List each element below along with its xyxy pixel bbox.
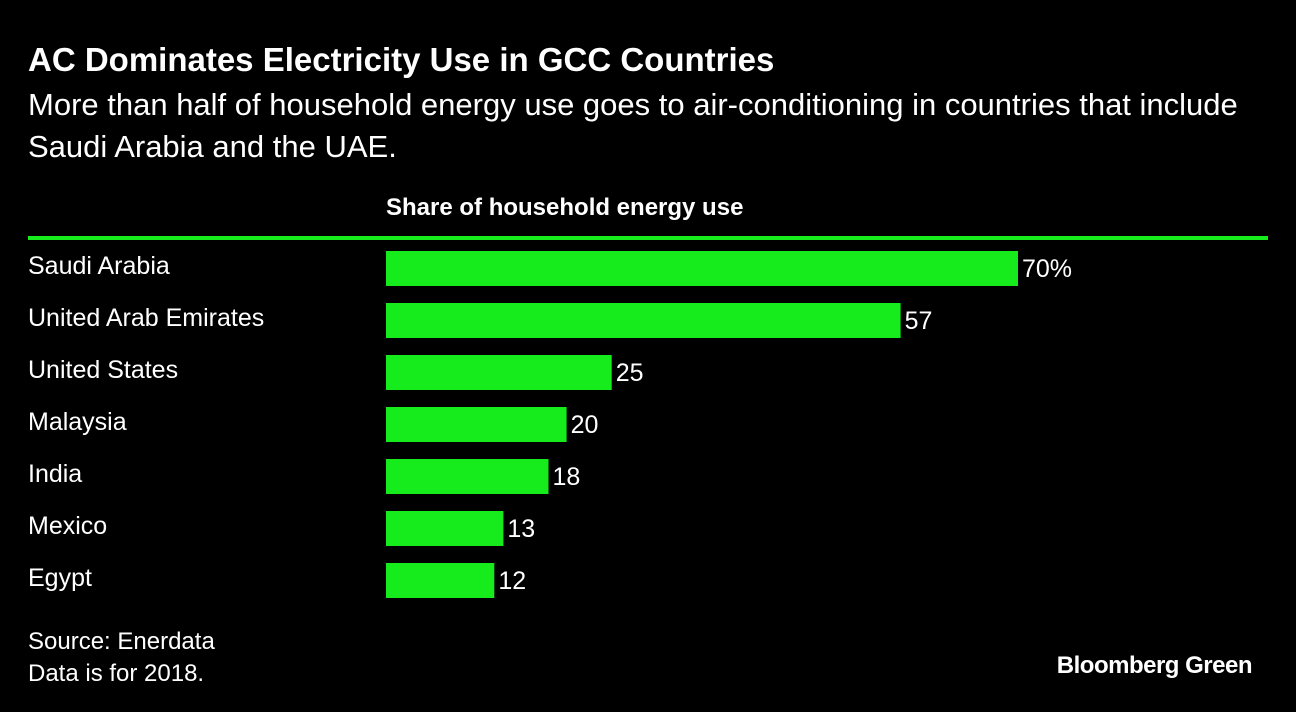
bar bbox=[386, 303, 901, 338]
category-label: India bbox=[28, 460, 82, 488]
header-rule bbox=[28, 236, 1268, 240]
bar bbox=[386, 355, 612, 390]
category-label: Saudi Arabia bbox=[28, 252, 170, 280]
value-label: 70% bbox=[1022, 255, 1072, 283]
column-header: Share of household energy use bbox=[386, 194, 744, 221]
category-label: United Arab Emirates bbox=[28, 304, 264, 332]
value-label: 13 bbox=[507, 515, 535, 543]
value-label: 18 bbox=[553, 463, 581, 491]
value-label: 12 bbox=[498, 567, 526, 595]
bar-chart: Saudi Arabia 70% United Arab Emirates 57 Uni… bbox=[28, 251, 1072, 598]
category-label: Egypt bbox=[28, 564, 92, 592]
category-label: Mexico bbox=[28, 512, 107, 540]
brand-logo: Bloomberg Green bbox=[1056, 652, 1253, 679]
bar bbox=[386, 407, 567, 442]
data-note: Data is for 2018. bbox=[28, 660, 205, 687]
bar bbox=[386, 459, 549, 494]
value-label: 25 bbox=[616, 359, 644, 387]
bar bbox=[386, 251, 1018, 286]
source-text: Source: Enerdata bbox=[28, 628, 215, 655]
value-label: 57 bbox=[905, 307, 933, 335]
chart-title: AC Dominates Electricity Use in GCC Coun… bbox=[28, 41, 775, 78]
category-label: United States bbox=[28, 356, 178, 384]
value-label: 20 bbox=[571, 411, 599, 439]
chart-subtitle: More than half of household energy use g… bbox=[28, 87, 1238, 164]
bar bbox=[386, 563, 495, 598]
source-notes: Source: Enerdata Data is for 2018. bbox=[28, 626, 215, 690]
category-label: Malaysia bbox=[28, 408, 127, 436]
bar bbox=[386, 511, 504, 546]
